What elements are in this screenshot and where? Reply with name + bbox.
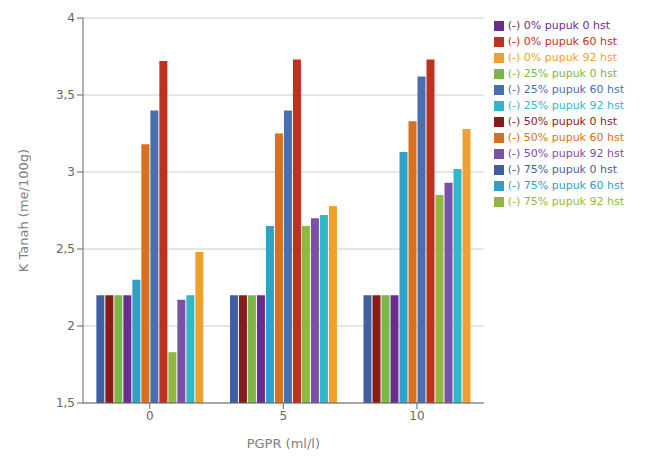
svg-text:1,5: 1,5 — [56, 396, 75, 410]
html-text:(-) 75% pupuk 0 hst: (-) 75% pupuk 0 hst — [507, 163, 617, 176]
svg-text:10: 10 — [409, 409, 424, 423]
svg-text:5: 5 — [280, 409, 288, 423]
html-text:(-) 50% pupuk 0 hst: (-) 50% pupuk 0 hst — [507, 115, 617, 128]
html-text:(-) 25% pupuk 0 hst: (-) 25% pupuk 0 hst — [507, 67, 617, 80]
svg-text:PGPR (ml/l): PGPR (ml/l) — [247, 436, 320, 451]
svg-text:4: 4 — [67, 11, 75, 25]
html-text:(-) 50% pupuk 92 hst: (-) 50% pupuk 92 hst — [507, 147, 624, 160]
svg-text:3,5: 3,5 — [56, 88, 75, 102]
svg-text:0: 0 — [146, 409, 154, 423]
html-text:(-) 25% pupuk 92 hst: (-) 25% pupuk 92 hst — [507, 99, 624, 112]
svg-text:K Tanah (me/100g): K Tanah (me/100g) — [16, 149, 31, 272]
html-text:(-) 50% pupuk 60 hst: (-) 50% pupuk 60 hst — [507, 131, 624, 144]
html-text:(-) 75% pupuk 92 hst: (-) 75% pupuk 92 hst — [507, 195, 624, 208]
html-text:(-) 25% pupuk 60 hst: (-) 25% pupuk 60 hst — [507, 83, 624, 96]
svg-text:2: 2 — [67, 319, 75, 333]
html-text:(-) 0% pupuk 0 hst: (-) 0% pupuk 0 hst — [507, 19, 610, 32]
html-text:(-) 0% pupuk 60 hst: (-) 0% pupuk 60 hst — [507, 35, 617, 48]
svg-text:3: 3 — [67, 165, 75, 179]
html-text:(-) 75% pupuk 60 hst: (-) 75% pupuk 60 hst — [507, 179, 624, 192]
svg-text:2,5: 2,5 — [56, 242, 75, 256]
html-text:(-) 0% pupuk 92 hst: (-) 0% pupuk 92 hst — [507, 51, 617, 64]
